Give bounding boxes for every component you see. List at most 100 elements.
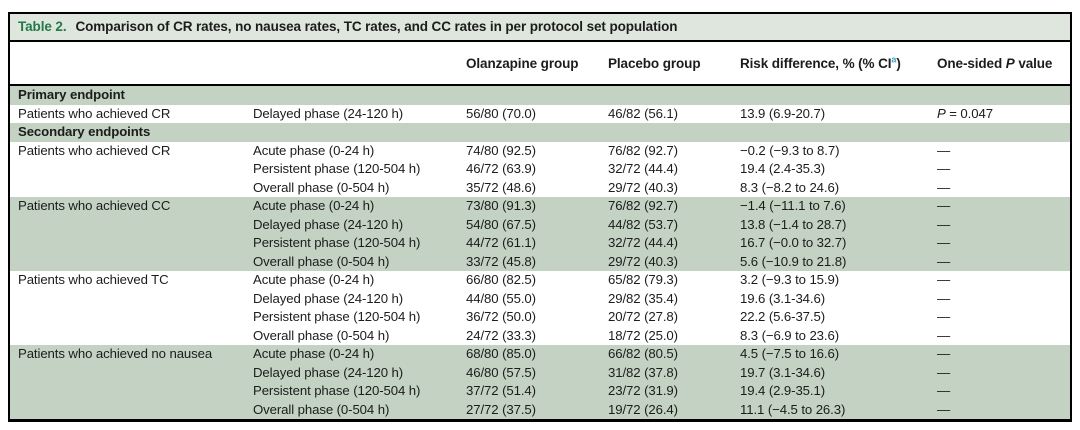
risk-difference-cell: 19.4 (2.9-35.1) [740,383,826,398]
endpoint-cell: Patients who achieved no nausea [18,346,213,361]
placebo-cell: 19/72 (26.4) [608,401,678,417]
olanzapine-cell: 44/80 (55.0) [466,290,536,306]
placebo-cell: 23/72 (31.9) [608,383,678,398]
risk-difference-cell: 16.7 (−0.0 to 32.7) [740,235,847,250]
olanzapine-cell: 44/72 (61.1) [466,235,536,250]
placebo-cell: 29/72 (40.3) [608,253,678,269]
olanzapine-cell: 74/80 (92.5) [466,142,536,158]
olanzapine-cell: 36/72 (50.0) [466,309,536,324]
placebo-cell: 44/82 (53.7) [608,216,678,232]
olanzapine-cell: 37/72 (51.4) [466,383,536,398]
risk-difference-cell: 19.4 (2.4-35.3) [740,161,826,176]
endpoint-cell [18,179,253,198]
phase-cell: Delayed phase (24-120 h) [253,290,404,306]
endpoint-cell: Patients who achieved CC [18,198,171,213]
phase-cell: Delayed phase (24-120 h) [253,216,404,232]
placebo-cell: 20/72 (27.8) [608,309,678,324]
table-row: Delayed phase (24-120 h) 44/80 (55.0) 29/8… [10,290,1070,309]
section-heading: Secondary endpoints [18,124,151,139]
phase-cell: Overall phase (0-504 h) [253,327,390,343]
risk-difference-cell: 3.2 (−9.3 to 15.9) [740,272,840,287]
table-row: Persistent phase (120-504 h) 37/72 (51.4)… [10,382,1070,401]
placebo-cell: 31/82 (37.8) [608,364,678,380]
phase-cell: Persistent phase (120-504 h) [253,309,421,324]
phase-cell: Overall phase (0-504 h) [253,179,390,195]
olanzapine-cell: 46/80 (57.5) [466,364,536,380]
p-value-cell: — [937,198,951,213]
placebo-cell: 65/82 (79.3) [608,272,678,287]
placebo-cell: 46/82 (56.1) [608,105,678,121]
olanzapine-cell: 27/72 (37.5) [466,401,536,417]
endpoint-cell [18,401,253,420]
olanzapine-cell: 24/72 (33.3) [466,327,536,343]
olanzapine-cell: 54/80 (67.5) [466,216,536,232]
p-value-cell: — [937,253,951,269]
placebo-cell: 76/82 (92.7) [608,142,678,158]
risk-difference-cell: −0.2 (−9.3 to 8.7) [740,142,840,158]
p-value-cell: — [937,364,951,380]
placebo-cell: 29/82 (35.4) [608,290,678,306]
phase-cell: Acute phase (0-24 h) [253,272,375,287]
phase-cell: Acute phase (0-24 h) [253,346,375,361]
p-value-cell: — [937,327,951,343]
p-value-cell: — [937,216,951,232]
table-row: Patients who achieved no nausea Acute pha… [10,345,1070,364]
table-row: Delayed phase (24-120 h) 46/80 (57.5) 31/8… [10,363,1070,383]
table-row: Persistent phase (120-504 h) 46/72 (63.9)… [10,160,1070,179]
phase-cell: Delayed phase (24-120 h) [253,105,404,121]
endpoint-cell [18,234,253,253]
table-row: Patients who achieved CR Delayed phase (2… [10,105,1070,124]
phase-cell: Delayed phase (24-120 h) [253,364,404,380]
col-header-olanzapine: Olanzapine group [466,55,579,71]
phase-cell: Acute phase (0-24 h) [253,198,375,213]
olanzapine-cell: 56/80 (70.0) [466,105,536,121]
risk-difference-cell: 11.1 (−4.5 to 26.3) [740,401,846,417]
placebo-cell: 29/72 (40.3) [608,179,678,195]
table-row: Persistent phase (120-504 h) 36/72 (50.0)… [10,308,1070,327]
olanzapine-cell: 68/80 (85.0) [466,346,536,361]
p-value-cell: — [937,309,951,324]
endpoint-cell: Patients who achieved CR [18,142,171,158]
ci-footnote-superscript: a [891,54,897,64]
comparison-table: Table 2. Comparison of CR rates, no nause… [8,12,1072,422]
section-heading-row: Secondary endpoints [10,123,1070,142]
col-header-placebo: Placebo group [608,55,701,71]
p-value-cell: — [937,272,951,287]
table-row: Patients who achieved CC Acute phase (0-2… [10,197,1070,216]
olanzapine-cell: 73/80 (91.3) [466,198,536,213]
p-value-cell: P = 0.047 [937,105,993,121]
phase-cell: Overall phase (0-504 h) [253,253,390,269]
p-value-cell: — [937,290,951,306]
risk-difference-cell: 13.9 (6.9-20.7) [740,105,826,121]
risk-difference-cell: 13.8 (−1.4 to 28.7) [740,216,847,232]
section-heading: Primary endpoint [18,87,125,102]
table-row: Persistent phase (120-504 h) 44/72 (61.1)… [10,234,1070,253]
endpoint-cell [18,382,253,401]
phase-cell: Acute phase (0-24 h) [253,142,375,158]
p-value-cell: — [937,235,951,250]
p-value-cell: — [937,383,951,398]
table-title: Comparison of CR rates, no nausea rates,… [75,19,678,34]
endpoint-cell [18,364,253,383]
table-row: Patients who achieved TC Acute phase (0-2… [10,271,1070,290]
endpoint-cell [18,216,253,235]
placebo-cell: 76/82 (92.7) [608,198,678,213]
endpoint-cell [18,308,253,327]
table-header-row: Olanzapine group Placebo group Risk diff… [10,42,1070,86]
table-row: Overall phase (0-504 h) 33/72 (45.8) 29/72… [10,252,1070,271]
table-row: Delayed phase (24-120 h) 54/80 (67.5) 44/8… [10,215,1070,235]
endpoint-cell [18,327,253,346]
endpoint-cell: Patients who achieved CR [18,105,171,121]
table-label: Table 2. [18,19,67,34]
phase-cell: Overall phase (0-504 h) [253,401,390,417]
table-body: Primary endpoint Patients who achieved CR… [10,86,1070,419]
section-heading-row: Primary endpoint [10,86,1070,105]
table-row: Patients who achieved CR Acute phase (0-2… [10,142,1070,161]
risk-difference-cell: 4.5 (−7.5 to 16.6) [740,346,840,361]
risk-difference-cell: 19.7 (3.1-34.6) [740,364,826,380]
risk-difference-cell: 22.2 (5.6-37.5) [740,309,826,324]
p-value-cell: — [937,161,951,176]
olanzapine-cell: 35/72 (48.6) [466,179,536,195]
col-header-risk-difference: Risk difference, % (% CIa) [740,54,901,71]
risk-difference-cell: 5.6 (−10.9 to 21.8) [740,253,847,269]
